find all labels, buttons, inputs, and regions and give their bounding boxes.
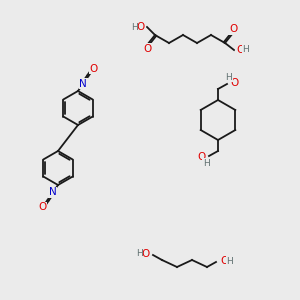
Text: H: H: [202, 158, 209, 167]
Text: O: O: [236, 45, 244, 55]
Text: O: O: [137, 22, 145, 32]
Text: O: O: [143, 44, 151, 54]
Text: H: H: [136, 250, 143, 259]
Text: O: O: [89, 64, 98, 74]
Text: O: O: [198, 152, 206, 162]
Text: O: O: [137, 22, 145, 32]
Text: O: O: [236, 45, 244, 55]
Text: O: O: [38, 202, 46, 212]
Text: N: N: [79, 79, 87, 88]
Text: O: O: [220, 256, 228, 266]
Text: H: H: [226, 256, 233, 266]
Text: O: O: [38, 202, 46, 212]
Text: H: H: [242, 46, 249, 55]
Text: N: N: [49, 188, 57, 197]
Text: H: H: [226, 256, 233, 266]
Text: O: O: [89, 64, 98, 74]
Text: O: O: [143, 44, 151, 54]
Text: O: O: [229, 24, 237, 34]
Text: H: H: [226, 73, 232, 82]
Text: H: H: [226, 73, 232, 82]
Text: H: H: [131, 22, 138, 32]
Text: O: O: [230, 78, 238, 88]
Text: O: O: [230, 78, 238, 88]
Text: O: O: [198, 152, 206, 162]
Text: H: H: [202, 158, 209, 167]
Text: N: N: [49, 188, 57, 197]
Text: N: N: [79, 79, 87, 88]
Text: H: H: [242, 46, 249, 55]
Text: O: O: [142, 249, 150, 259]
Text: O: O: [142, 249, 150, 259]
Text: O: O: [229, 24, 237, 34]
Text: H: H: [136, 250, 143, 259]
Text: O: O: [220, 256, 228, 266]
Text: H: H: [131, 22, 138, 32]
